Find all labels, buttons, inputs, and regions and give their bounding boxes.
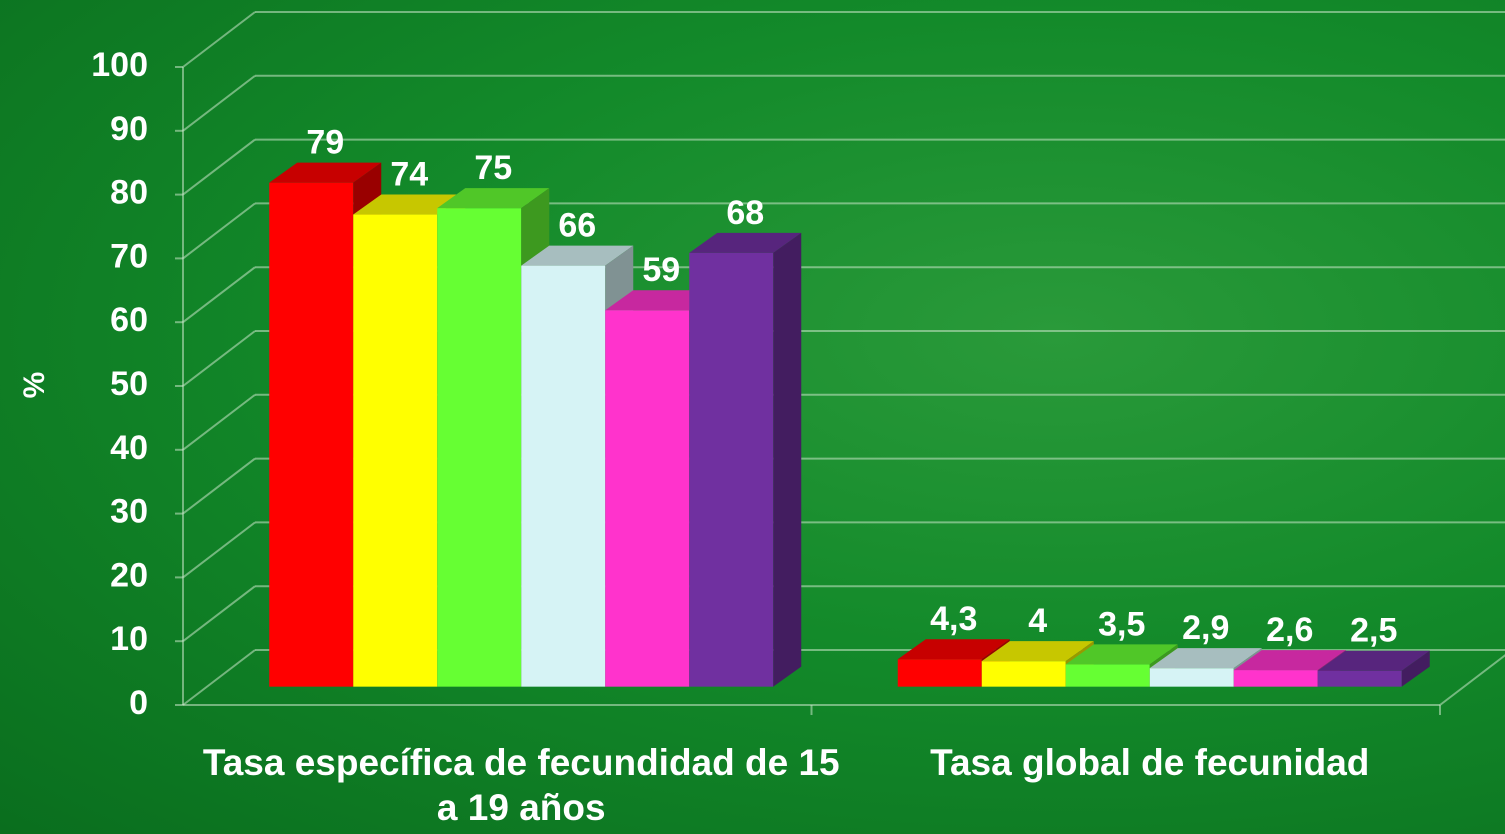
data-label: 4,3 (930, 600, 977, 638)
bar-top (897, 639, 1010, 660)
y-tick-label: 80 (110, 174, 148, 212)
y-tick-label: 30 (110, 493, 148, 531)
bar-top (269, 162, 382, 183)
y-tick-label: 60 (110, 301, 148, 339)
data-label: 75 (474, 149, 512, 187)
bar (605, 310, 690, 687)
bar (1233, 670, 1318, 687)
bar-top (1233, 650, 1346, 671)
bar-side (773, 232, 802, 687)
grid-line (182, 457, 256, 515)
bar (521, 265, 606, 687)
bar (689, 252, 774, 687)
data-label: 2,6 (1266, 611, 1313, 649)
bar-top (1149, 648, 1262, 669)
grid-line (182, 266, 256, 323)
grid-line (182, 330, 256, 387)
y-tick-label: 50 (110, 365, 148, 403)
data-label: 3,5 (1098, 605, 1145, 643)
grid-line (182, 649, 256, 706)
bar (269, 182, 354, 687)
data-label: 2,9 (1182, 609, 1229, 647)
grid-line (182, 138, 256, 196)
x-tick-label: Tasa global de fecunidad (930, 742, 1370, 783)
data-label: 59 (642, 251, 680, 289)
bar-top (1317, 650, 1430, 671)
bar-top (689, 232, 802, 253)
y-tick-label: 40 (110, 429, 148, 467)
grid-line (182, 11, 256, 68)
bar (897, 659, 982, 687)
bar (1317, 670, 1402, 687)
data-label: 66 (558, 207, 596, 245)
y-tick-label: 70 (110, 237, 148, 275)
bar (981, 661, 1066, 687)
bar-top (521, 245, 634, 266)
grid-line (182, 585, 256, 642)
y-tick-label: 90 (110, 110, 148, 148)
y-axis-label: % (18, 372, 51, 399)
bar-top (437, 188, 550, 209)
data-label: 4 (1028, 602, 1047, 640)
floor-edge (1439, 654, 1505, 706)
bar-top (981, 641, 1094, 662)
grid-line (182, 394, 256, 451)
x-tick-label: Tasa específica de fecundidad de 15 a 19… (202, 742, 840, 828)
y-tick-label: 20 (110, 556, 148, 594)
y-tick-label: 100 (91, 46, 148, 84)
bar (353, 214, 438, 687)
grid-line (182, 75, 256, 132)
bar (1065, 664, 1150, 687)
data-label: 74 (390, 156, 428, 194)
grid-line (182, 521, 256, 579)
bar-top (1065, 644, 1178, 665)
data-label: 2,5 (1350, 612, 1397, 650)
y-tick-label: 0 (129, 684, 148, 722)
y-tick-label: 10 (110, 620, 148, 658)
bar (1149, 668, 1234, 687)
data-label: 68 (726, 194, 764, 232)
data-label: 79 (306, 124, 344, 162)
grid-line (182, 202, 256, 260)
bar-side (1401, 650, 1430, 687)
bar (437, 208, 522, 687)
